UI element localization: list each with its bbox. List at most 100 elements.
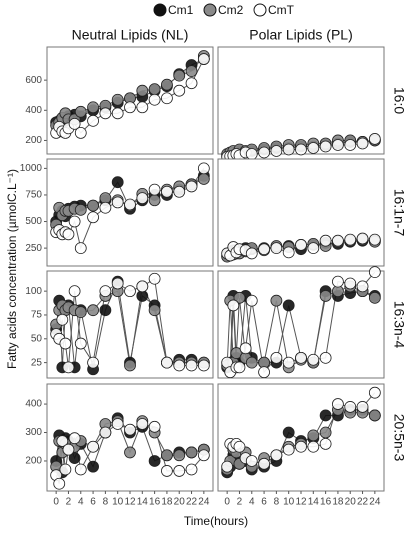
point: [74, 463, 87, 476]
point: [124, 101, 136, 114]
column-header: Polar Lipids (PL): [249, 27, 353, 43]
x-tick-label: 2: [66, 497, 72, 508]
point: [307, 429, 320, 442]
row-label: 16:3n-4: [391, 301, 407, 349]
point: [74, 242, 87, 255]
point: [356, 137, 369, 150]
point: [270, 294, 283, 307]
x-tick-label: 14: [137, 497, 149, 508]
point: [111, 418, 124, 430]
point: [319, 409, 332, 422]
point: [185, 180, 198, 193]
point: [282, 426, 295, 439]
point: [87, 211, 99, 224]
point: [99, 107, 112, 120]
y-tick-label: 400: [25, 105, 42, 116]
point: [148, 420, 161, 433]
point: [161, 465, 173, 477]
point: [68, 215, 81, 228]
point: [295, 440, 307, 453]
point: [59, 337, 72, 350]
point: [87, 460, 99, 473]
x-tick-label: 20: [174, 497, 186, 508]
point: [99, 201, 112, 214]
point: [185, 359, 198, 372]
point: [368, 133, 381, 145]
point: [136, 280, 149, 293]
point: [173, 465, 186, 477]
legend-marker: [153, 3, 167, 17]
point: [173, 84, 186, 97]
point: [307, 440, 320, 453]
x-tick-label: 18: [161, 497, 173, 508]
point: [344, 277, 357, 290]
legend-label: Cm1: [168, 3, 194, 17]
y-tick-label: 400: [25, 399, 42, 410]
point: [68, 117, 81, 130]
point: [282, 246, 295, 259]
x-axis-label: Time(hours): [184, 514, 248, 528]
point: [136, 192, 149, 205]
point: [185, 77, 198, 90]
x-tick-label: 24: [198, 497, 210, 508]
point: [87, 199, 99, 212]
point: [368, 386, 381, 399]
point: [74, 337, 87, 350]
point: [161, 92, 173, 105]
point: [124, 423, 136, 436]
point: [111, 93, 124, 106]
point: [124, 285, 136, 298]
point: [270, 449, 283, 462]
point: [111, 176, 124, 189]
point: [227, 299, 240, 312]
y-tick-label: 500: [25, 216, 42, 227]
point: [124, 198, 136, 211]
point: [148, 304, 161, 317]
point: [258, 146, 270, 159]
point: [62, 443, 75, 456]
point: [245, 294, 258, 307]
y-tick-label: 250: [25, 243, 42, 254]
point: [111, 107, 124, 120]
point: [332, 275, 344, 288]
legend-label: CmT: [268, 3, 295, 17]
point: [173, 185, 186, 198]
panel: [217, 46, 385, 155]
point: [87, 304, 99, 317]
point: [87, 101, 99, 114]
point: [124, 359, 136, 372]
point: [148, 455, 161, 467]
point: [307, 353, 320, 366]
point: [332, 398, 344, 410]
x-tick-label: 2: [237, 497, 243, 508]
point: [62, 228, 75, 241]
point: [245, 455, 258, 467]
point: [62, 361, 75, 374]
point: [59, 463, 72, 476]
point: [197, 359, 210, 372]
point: [148, 272, 161, 285]
point: [368, 266, 381, 278]
point: [307, 142, 320, 154]
point: [197, 162, 210, 175]
point: [136, 418, 149, 430]
point: [87, 114, 99, 127]
y-axis-label: Fatty acids concentration (µmolC.L⁻¹): [5, 169, 19, 369]
x-tick-label: 0: [53, 497, 59, 508]
x-tick-label: 12: [295, 497, 307, 508]
x-tick-label: 16: [320, 497, 332, 508]
x-tick-label: 16: [149, 497, 161, 508]
point: [245, 356, 258, 369]
row-label: 16:1n-7: [391, 189, 407, 237]
x-tick-label: 14: [308, 497, 320, 508]
point: [295, 239, 307, 251]
point: [332, 234, 344, 247]
point: [99, 426, 112, 439]
x-tick-label: 10: [112, 497, 124, 508]
point: [239, 342, 252, 355]
x-tick-label: 22: [357, 497, 369, 508]
point: [161, 78, 173, 91]
point: [344, 139, 357, 151]
point: [173, 449, 186, 462]
point: [233, 440, 246, 453]
